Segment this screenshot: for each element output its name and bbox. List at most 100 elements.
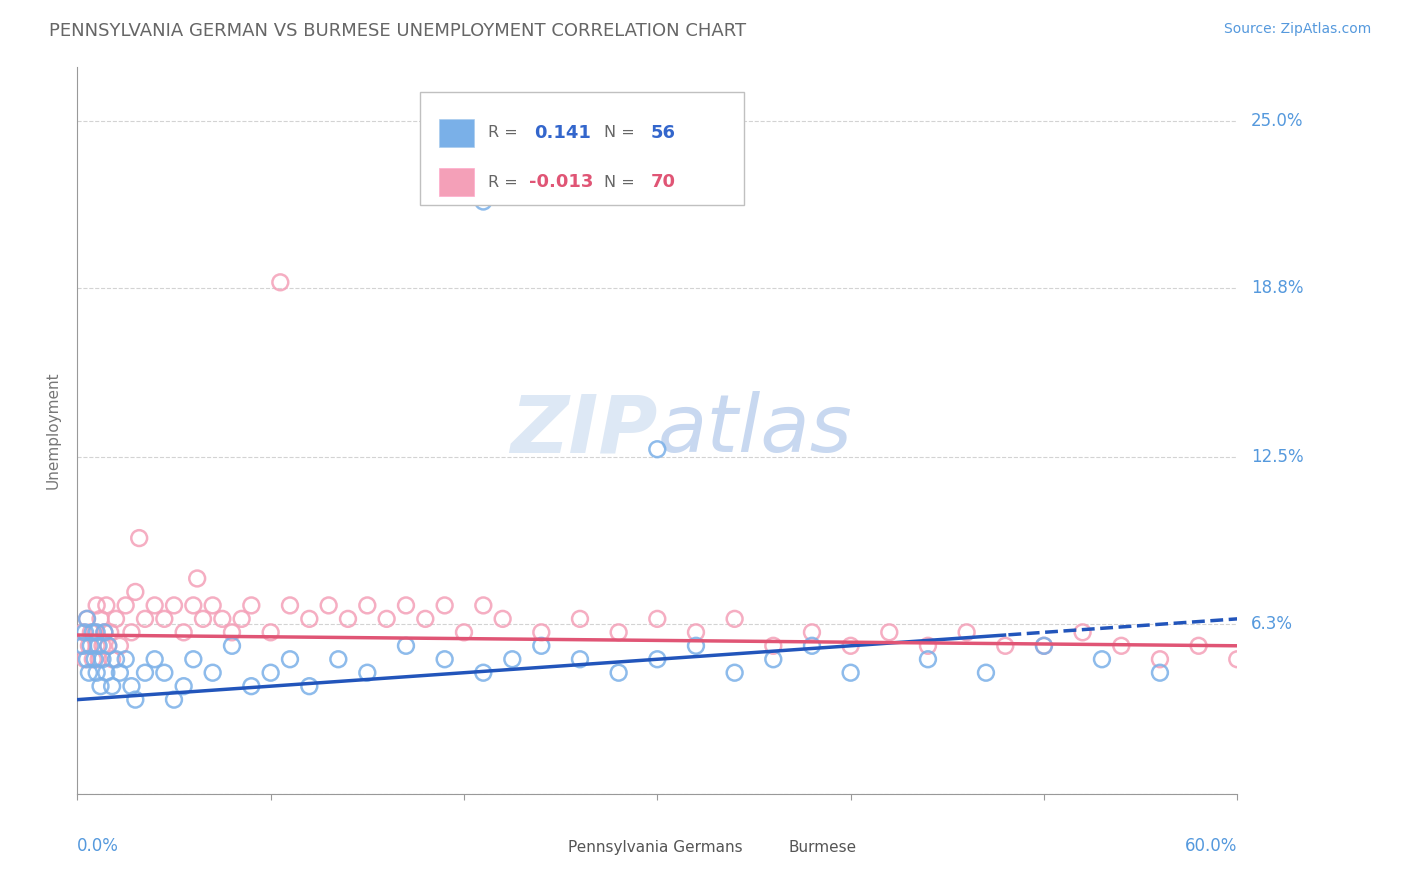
Burmese bbox=[1226, 652, 1249, 666]
Burmese bbox=[762, 639, 785, 653]
Burmese bbox=[269, 275, 291, 289]
Burmese bbox=[839, 639, 862, 653]
Pennsylvania Germans bbox=[101, 679, 124, 693]
Burmese bbox=[183, 599, 205, 613]
Burmese bbox=[685, 625, 707, 640]
Burmese bbox=[153, 612, 176, 626]
Pennsylvania Germans bbox=[124, 692, 146, 706]
Text: Pennsylvania Germans: Pennsylvania Germans bbox=[568, 840, 742, 855]
Burmese bbox=[1187, 639, 1209, 653]
Text: R =: R = bbox=[488, 126, 517, 140]
Pennsylvania Germans bbox=[91, 652, 114, 666]
Pennsylvania Germans bbox=[685, 639, 707, 653]
Burmese bbox=[1149, 652, 1171, 666]
Pennsylvania Germans bbox=[105, 652, 127, 666]
Text: R =: R = bbox=[488, 175, 517, 190]
FancyBboxPatch shape bbox=[439, 119, 474, 147]
Text: N =: N = bbox=[605, 126, 634, 140]
Burmese bbox=[472, 599, 495, 613]
Burmese bbox=[211, 612, 233, 626]
Pennsylvania Germans bbox=[77, 665, 100, 680]
Burmese bbox=[124, 585, 146, 599]
Pennsylvania Germans bbox=[801, 639, 824, 653]
Text: atlas: atlas bbox=[658, 392, 852, 469]
Burmese bbox=[76, 612, 98, 626]
Pennsylvania Germans bbox=[240, 679, 263, 693]
Burmese bbox=[91, 639, 114, 653]
Pennsylvania Germans bbox=[97, 639, 120, 653]
Text: 0.0%: 0.0% bbox=[77, 838, 120, 855]
Burmese bbox=[240, 599, 263, 613]
Pennsylvania Germans bbox=[120, 679, 143, 693]
FancyBboxPatch shape bbox=[419, 93, 744, 205]
Burmese bbox=[143, 599, 166, 613]
Text: 12.5%: 12.5% bbox=[1251, 449, 1303, 467]
Pennsylvania Germans bbox=[153, 665, 176, 680]
Burmese bbox=[98, 625, 121, 640]
Pennsylvania Germans bbox=[90, 679, 111, 693]
Pennsylvania Germans bbox=[221, 639, 243, 653]
Pennsylvania Germans bbox=[501, 652, 523, 666]
Burmese bbox=[336, 612, 359, 626]
Text: PENNSYLVANIA GERMAN VS BURMESE UNEMPLOYMENT CORRELATION CHART: PENNSYLVANIA GERMAN VS BURMESE UNEMPLOYM… bbox=[49, 22, 747, 40]
Pennsylvania Germans bbox=[75, 625, 96, 640]
Burmese bbox=[278, 599, 301, 613]
Burmese bbox=[231, 612, 253, 626]
Pennsylvania Germans bbox=[1091, 652, 1114, 666]
Pennsylvania Germans bbox=[530, 639, 553, 653]
Burmese bbox=[82, 652, 104, 666]
Burmese bbox=[105, 612, 127, 626]
Pennsylvania Germans bbox=[328, 652, 350, 666]
Burmese bbox=[318, 599, 340, 613]
Pennsylvania Germans bbox=[1032, 639, 1054, 653]
Burmese bbox=[72, 625, 94, 640]
Burmese bbox=[86, 639, 108, 653]
Pennsylvania Germans bbox=[114, 652, 136, 666]
Text: 25.0%: 25.0% bbox=[1251, 112, 1303, 129]
Burmese bbox=[108, 639, 131, 653]
Burmese bbox=[433, 599, 456, 613]
FancyBboxPatch shape bbox=[536, 839, 561, 855]
Text: Source: ZipAtlas.com: Source: ZipAtlas.com bbox=[1223, 22, 1371, 37]
Burmese bbox=[607, 625, 630, 640]
Burmese bbox=[186, 572, 208, 586]
Burmese bbox=[259, 625, 281, 640]
Pennsylvania Germans bbox=[278, 652, 301, 666]
Burmese bbox=[375, 612, 398, 626]
Burmese bbox=[201, 599, 224, 613]
Burmese bbox=[128, 531, 150, 545]
Pennsylvania Germans bbox=[259, 665, 281, 680]
Burmese bbox=[87, 652, 110, 666]
Burmese bbox=[90, 612, 111, 626]
Pennsylvania Germans bbox=[108, 665, 131, 680]
Pennsylvania Germans bbox=[762, 652, 785, 666]
Burmese bbox=[647, 612, 669, 626]
Burmese bbox=[801, 625, 824, 640]
Pennsylvania Germans bbox=[723, 665, 745, 680]
Burmese bbox=[413, 612, 436, 626]
Pennsylvania Germans bbox=[607, 665, 630, 680]
Burmese bbox=[114, 599, 136, 613]
Burmese bbox=[1071, 625, 1094, 640]
Pennsylvania Germans bbox=[1149, 665, 1171, 680]
Pennsylvania Germans bbox=[82, 625, 104, 640]
Burmese bbox=[70, 639, 93, 653]
Burmese bbox=[97, 639, 120, 653]
Pennsylvania Germans bbox=[568, 652, 592, 666]
Burmese bbox=[994, 639, 1017, 653]
Pennsylvania Germans bbox=[917, 652, 939, 666]
Pennsylvania Germans bbox=[647, 652, 669, 666]
Burmese bbox=[395, 599, 418, 613]
Burmese bbox=[80, 625, 103, 640]
Pennsylvania Germans bbox=[76, 612, 98, 626]
Pennsylvania Germans bbox=[80, 639, 103, 653]
Burmese bbox=[298, 612, 321, 626]
Text: 60.0%: 60.0% bbox=[1185, 838, 1237, 855]
Text: ZIP: ZIP bbox=[510, 392, 658, 469]
Burmese bbox=[86, 599, 108, 613]
Text: 0.141: 0.141 bbox=[534, 124, 592, 142]
Text: Burmese: Burmese bbox=[789, 840, 856, 855]
Y-axis label: Unemployment: Unemployment bbox=[45, 372, 60, 489]
Burmese bbox=[453, 625, 475, 640]
Burmese bbox=[221, 625, 243, 640]
